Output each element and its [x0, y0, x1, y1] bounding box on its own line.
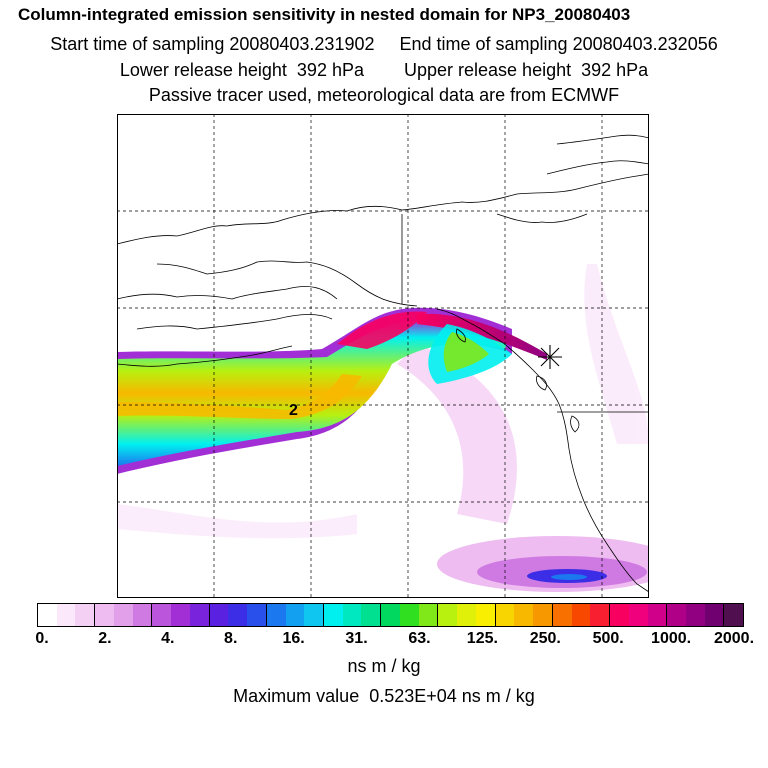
- colorbar-swatch: [666, 604, 686, 626]
- map-frame: [117, 114, 649, 598]
- colorbar-tick-label: 1000.: [651, 630, 692, 647]
- colorbar-swatch: [551, 604, 572, 626]
- lat-lon-gridlines: [117, 114, 649, 598]
- colorbar-tick-label: 125.: [466, 630, 498, 647]
- colorbar-swatch: [342, 604, 362, 626]
- colorbar-swatch: [514, 604, 534, 626]
- southern-sensitivity-blob: [437, 536, 649, 592]
- colorbar-swatch: [418, 604, 438, 626]
- colorbar-tick-label: 2000.: [713, 630, 755, 647]
- colorbar-swatch: [189, 604, 209, 626]
- colorbar-tick-labels: 0. 2. 4. 8. 16. 31. 63. 125. 250. 500. 1000. 2000.: [0, 630, 768, 650]
- maximum-value-label: Maximum value 0.523E+04 ns m / kg: [233, 686, 535, 706]
- colorbar-tick-label: 8.: [224, 630, 238, 647]
- colorbar-swatch: [571, 604, 591, 626]
- colorbar-swatch: [56, 604, 76, 626]
- colorbar-tick-label: 16.: [282, 630, 305, 647]
- colorbar-swatch: [132, 604, 152, 626]
- colorbar-swatch: [113, 604, 133, 626]
- colorbar-swatch: [609, 604, 629, 626]
- colorbar-swatch: [380, 604, 400, 626]
- colorbar-tick-label: 2.: [98, 630, 112, 647]
- colorbar-swatch: [494, 604, 515, 626]
- plot-title: Column-integrated emission sensitivity i…: [18, 5, 631, 24]
- colorbar-swatch: [38, 604, 57, 626]
- colorbar-tick-label: 4.: [161, 630, 175, 647]
- trajectory-marker-label: 2: [289, 402, 298, 419]
- colorbar-swatch: [94, 604, 114, 626]
- colorbar-swatch: [704, 604, 724, 626]
- colorbar-swatch: [323, 604, 343, 626]
- colorbar-swatch: [475, 604, 495, 626]
- colorbar-swatch: [590, 604, 610, 626]
- colorbar-swatch: [228, 604, 248, 626]
- colorbar-swatch: [171, 604, 190, 626]
- low-sensitivity-haze: [117, 264, 649, 539]
- main-sensitivity-plume: [117, 307, 547, 474]
- colorbar-swatch: [285, 604, 305, 626]
- colorbar-swatch: [723, 604, 744, 626]
- sampling-time-line: Start time of sampling 20080403.231902 E…: [50, 34, 718, 54]
- colorbar-swatch: [533, 604, 552, 626]
- colorbar-tick-label: 0.: [35, 630, 49, 647]
- colorbar: [37, 603, 744, 627]
- colorbar-swatch: [361, 604, 381, 626]
- coastlines: [117, 134, 649, 593]
- emission-sensitivity-map: 2: [117, 114, 649, 598]
- colorbar-swatch: [75, 604, 95, 626]
- colorbar-swatch: [208, 604, 229, 626]
- colorbar-swatch: [151, 604, 172, 626]
- tracer-info-line: Passive tracer used, meteorological data…: [148, 85, 620, 105]
- colorbar-tick-label: 500.: [592, 630, 624, 647]
- colorbar-swatch: [647, 604, 667, 626]
- colorbar-tick-label: 31.: [345, 630, 368, 647]
- colorbar-swatch: [437, 604, 458, 626]
- release-height-line: Lower release height 392 hPa Upper relea…: [119, 60, 649, 80]
- colorbar-tick-label: 63.: [408, 630, 431, 647]
- colorbar-swatch: [304, 604, 324, 626]
- asterisk-icon: [538, 345, 562, 369]
- colorbar-swatch: [685, 604, 705, 626]
- colorbar-swatch: [399, 604, 419, 626]
- colorbar-swatch: [265, 604, 286, 626]
- colorbar-swatch: [628, 604, 648, 626]
- colorbar-swatch: [247, 604, 266, 626]
- colorbar-swatch: [457, 604, 476, 626]
- colorbar-tick-label: 250.: [529, 630, 561, 647]
- colorbar-unit-label: ns m / kg: [347, 656, 421, 676]
- map-canvas: 2: [117, 114, 649, 598]
